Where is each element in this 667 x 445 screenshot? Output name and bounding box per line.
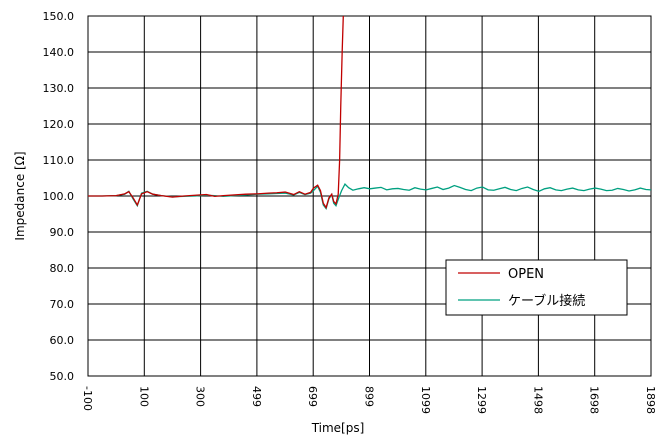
y-tick-label: 60.0: [50, 334, 75, 347]
x-tick-label: -100: [81, 386, 94, 411]
legend-box: [445, 259, 628, 316]
x-tick-label: 100: [137, 386, 150, 407]
x-tick-label: 1299: [475, 386, 488, 414]
y-tick-label: 130.0: [43, 82, 75, 95]
x-tick-label: 699: [306, 386, 319, 407]
y-tick-label: 90.0: [50, 226, 75, 239]
series-line-open: [88, 16, 344, 210]
y-tick-label: 150.0: [43, 10, 75, 23]
legend-label-open: OPEN: [508, 267, 544, 282]
legend-label-cable: ケーブル接続: [508, 293, 585, 309]
x-axis-tick-labels: -100 100 300 499 699 899 1099 1299 1498 1698 1898: [81, 386, 657, 414]
x-tick-label: 300: [194, 386, 207, 407]
y-axis-tick-labels: 50.0 60.0 70.0 80.0 90.0 100.0 110.0 120.0 130.0…: [43, 10, 75, 383]
x-tick-label: 899: [363, 386, 376, 407]
y-axis-label: Impedance [Ω]: [13, 151, 27, 240]
x-tick-label: 1898: [644, 386, 657, 414]
x-tick-label: 1099: [419, 386, 432, 414]
y-tick-label: 110.0: [43, 154, 75, 167]
x-tick-label: 1498: [531, 386, 544, 414]
y-tick-label: 120.0: [43, 118, 75, 131]
x-axis-label: Time[ps]: [311, 421, 365, 435]
y-tick-label: 80.0: [50, 262, 75, 275]
y-tick-label: 140.0: [43, 46, 75, 59]
x-tick-label: 499: [250, 386, 263, 407]
y-tick-label: 70.0: [50, 298, 75, 311]
series-layer: [88, 16, 651, 211]
x-tick-label: 1698: [588, 386, 601, 414]
y-tick-label: 100.0: [43, 190, 75, 203]
legend: OPEN ケーブル接続: [445, 259, 628, 316]
y-tick-label: 50.0: [50, 370, 75, 383]
